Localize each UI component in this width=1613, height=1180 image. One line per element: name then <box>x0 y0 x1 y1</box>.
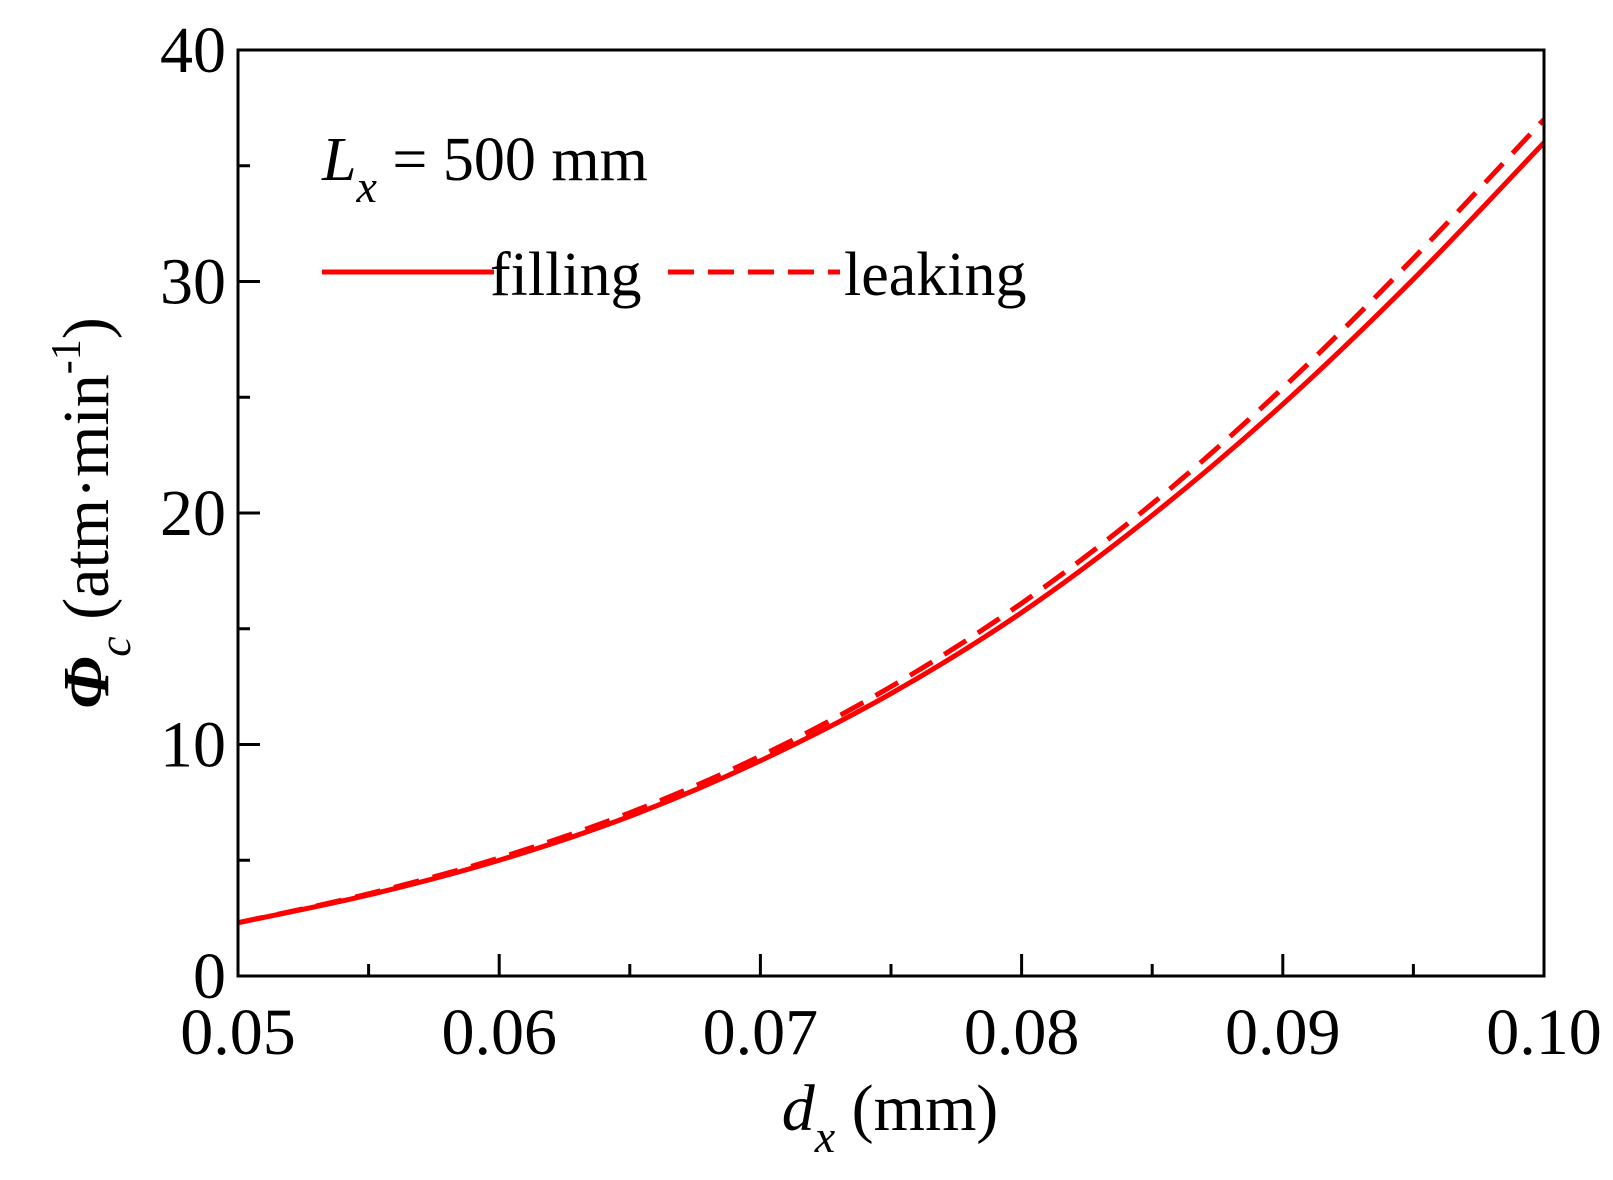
legend-label-leaking: leaking <box>844 241 1027 309</box>
y-axis-superscript: -1 <box>44 339 90 374</box>
series-layer <box>237 117 1546 926</box>
x-axis-title: dx (mm) <box>782 1072 999 1162</box>
legend: filling leaking <box>322 241 1027 309</box>
x-axis-subscript: x <box>814 1111 836 1162</box>
x-tick-label-0: 0.05 <box>180 996 296 1069</box>
x-axis-symbol: d <box>782 1072 816 1145</box>
y-tick-label-3: 30 <box>160 246 226 319</box>
annotation-value: = 500 mm <box>377 126 648 194</box>
y-axis-title: Φc (atm·min-1) <box>44 317 140 709</box>
x-tick-label-3: 0.08 <box>964 996 1080 1069</box>
x-axis-unit: (mm) <box>835 1072 998 1145</box>
annotation: Lx = 500 mm <box>321 126 648 212</box>
x-tick-label-4: 0.09 <box>1225 996 1341 1069</box>
annotation-symbol: L <box>321 126 356 194</box>
x-tick-label-5: 0.10 <box>1486 996 1602 1069</box>
tick-labels: 0.05 0.06 0.07 0.08 0.09 0.10 0 10 20 30 40 <box>160 14 1602 1069</box>
y-axis-close: ) <box>50 317 123 339</box>
x-tick-label-1: 0.06 <box>441 996 557 1069</box>
annotation-subscript: x <box>355 161 377 212</box>
x-tick-label-2: 0.07 <box>703 996 819 1069</box>
y-tick-label-4: 40 <box>160 14 226 87</box>
y-tick-label-0: 0 <box>193 940 226 1013</box>
y-tick-label-1: 10 <box>160 709 226 782</box>
y-axis-unit: (atm·min <box>50 374 123 636</box>
y-axis-symbol: Φ <box>50 657 123 709</box>
legend-label-filling: filling <box>490 241 642 309</box>
y-tick-label-2: 20 <box>160 477 226 550</box>
y-axis-subscript: c <box>89 636 140 656</box>
series-line-leaking <box>237 117 1546 926</box>
plot-frame <box>236 48 1546 978</box>
